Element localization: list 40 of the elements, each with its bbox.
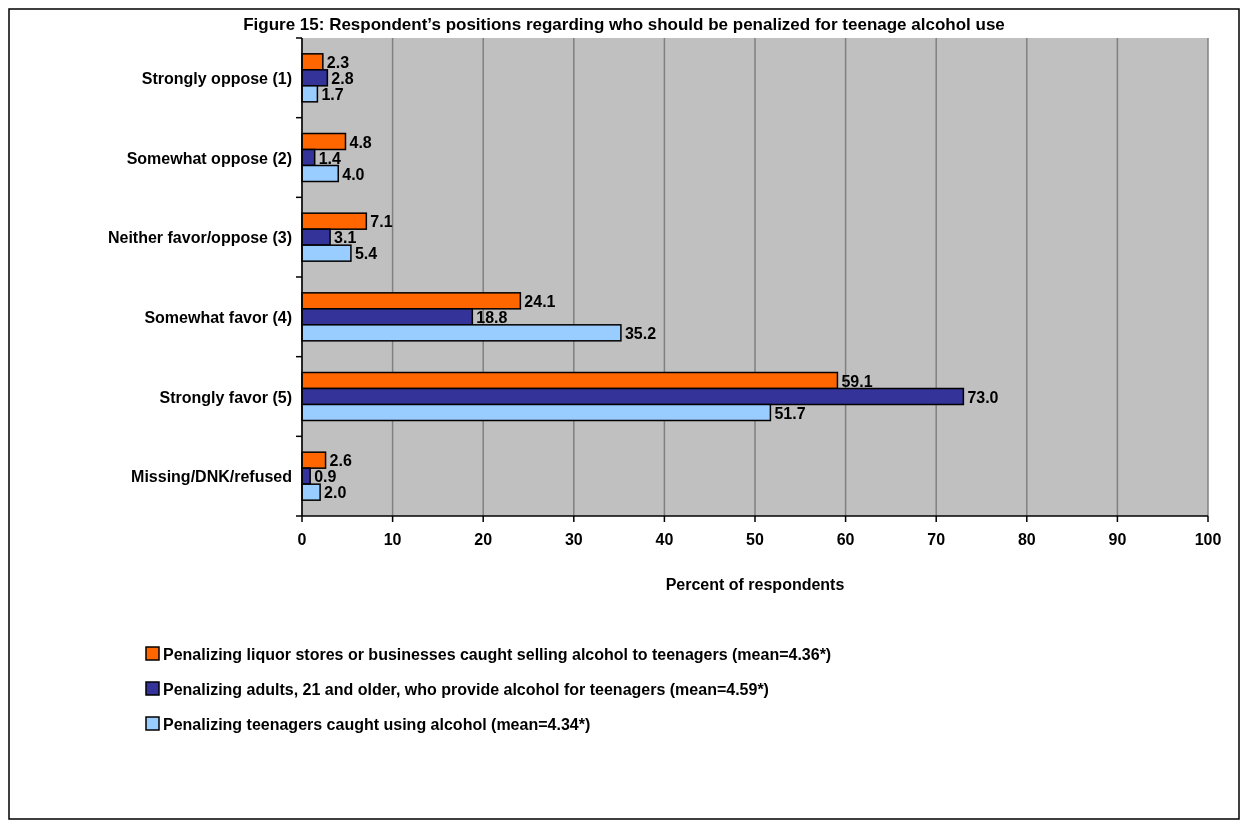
x-tick-label: 60 [836,531,855,548]
y-tick-label: Somewhat oppose (2) [126,149,292,167]
data-label: 7.1 [370,213,393,231]
y-tick-label: Somewhat favor (4) [144,308,292,326]
x-tick-label: 30 [564,531,583,548]
data-label: 5.4 [354,245,378,263]
y-tick-label: Strongly favor (5) [159,388,292,406]
y-tick-label: Missing/DNK/refused [131,468,292,486]
chart-title: Figure 15: Respondent’s positions regarding who should be penalized for teenage alcohol use [243,15,1005,34]
data-label: 51.7 [774,404,806,422]
y-tick-label: Neither favor/oppose (3) [107,229,292,247]
x-tick-label: 90 [1108,531,1127,548]
data-label: 59.1 [841,372,873,390]
legend-label: Penalizing liquor stores or businesses caught selling alcohol to teenagers (mean=4.36*) [163,646,832,663]
data-label: 73.0 [967,388,999,406]
data-label: 35.2 [624,324,657,342]
data-label: 2.3 [326,53,350,71]
data-label: 2.8 [331,69,354,87]
data-label: 4.0 [342,165,365,183]
data-label: 24.1 [524,292,556,310]
data-label: 0.9 [314,468,337,486]
x-tick-label: 10 [383,531,402,548]
x-tick-label: 70 [927,531,946,548]
x-tick-label: 0 [297,531,307,548]
y-tick-label: Strongly oppose (1) [141,69,292,87]
data-label: 1.4 [318,149,342,167]
legend-label: Penalizing teenagers caught using alcohol (mean=4.34*) [163,716,591,733]
x-tick-label: 20 [474,531,493,548]
x-axis-title: Percent of respondents [665,576,845,593]
legend-label: Penalizing adults, 21 and older, who provide alcohol for teenagers (mean=4.59*) [163,681,769,698]
data-label: 3.1 [334,229,357,247]
x-tick-label: 40 [655,531,674,548]
data-label: 2.6 [329,452,352,470]
data-label: 1.7 [321,85,344,103]
x-tick-label: 100 [1194,531,1222,548]
data-label: 18.8 [476,308,508,326]
data-label: 4.8 [349,133,372,151]
x-tick-label: 80 [1017,531,1036,548]
data-label: 2.0 [324,484,347,502]
x-tick-label: 50 [746,531,764,548]
